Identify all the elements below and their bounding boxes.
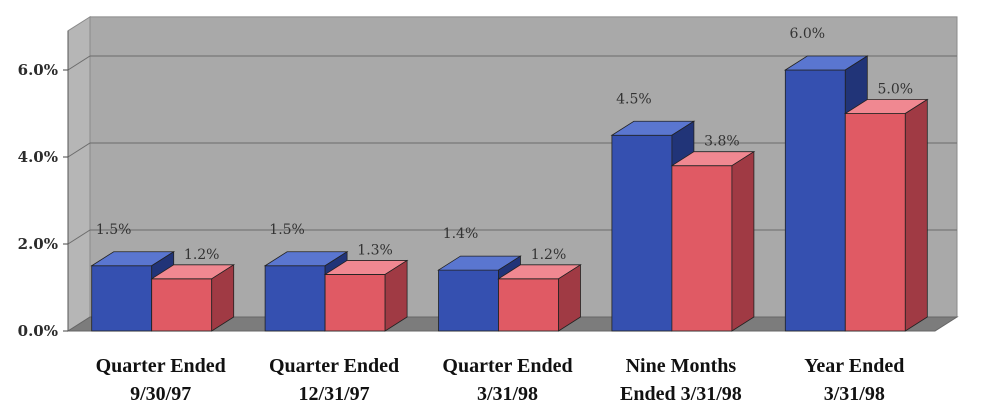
x-tick-label: Year Ended	[804, 355, 904, 377]
y-tick-label: 4.0%	[18, 148, 58, 166]
x-tick-label: 3/31/98	[477, 383, 538, 405]
y-tick-label: 0.0%	[18, 322, 58, 340]
data-label: 1.2%	[531, 247, 567, 263]
data-label: 4.5%	[616, 91, 652, 107]
x-axis: Quarter Ended 9/30/97 Quarter Ended 12/31/9…	[96, 355, 905, 405]
bar-front	[91, 265, 153, 332]
data-label: 3.8%	[704, 134, 740, 150]
x-tick-label: Quarter Ended	[269, 355, 399, 377]
x-tick-label: Nine Months	[626, 355, 737, 377]
data-label: 1.2%	[184, 247, 220, 263]
y-tick-label: 2.0%	[18, 235, 58, 253]
data-label: 1.4%	[443, 226, 479, 242]
data-labels: 1.5% 1.2% 1.5% 1.3% 1.4% 1.2% 4.5% 3.8% 6.0% 5.0%	[96, 26, 913, 263]
x-tick-label: Ended 3/31/98	[620, 383, 742, 405]
bars	[90, 55, 929, 332]
bar-side	[731, 150, 755, 332]
data-label: 1.5%	[269, 222, 305, 238]
bar-front	[151, 278, 213, 332]
bar-front	[498, 278, 559, 332]
x-tick-label: 9/30/97	[130, 383, 191, 405]
bar-side	[211, 264, 235, 332]
data-label: 1.3%	[357, 242, 393, 258]
x-tick-label: 3/31/98	[824, 383, 885, 405]
bar-front	[671, 165, 733, 332]
bar-front	[784, 69, 846, 332]
y-axis: 0.0% 2.0% 4.0% 6.0%	[18, 30, 69, 340]
bar-front	[844, 113, 906, 332]
x-tick-label: Quarter Ended	[96, 355, 226, 377]
x-tick-label: 12/31/97	[299, 383, 370, 405]
x-tick-label: Quarter Ended	[442, 355, 572, 377]
bar-side	[904, 98, 928, 332]
bar-front	[324, 274, 386, 332]
data-label: 1.5%	[96, 222, 132, 238]
bar-side	[384, 259, 408, 332]
bar-front	[264, 265, 326, 332]
bar-front	[438, 269, 499, 332]
y-tick-label: 6.0%	[18, 61, 58, 79]
data-label: 6.0%	[790, 26, 826, 42]
side-wall	[67, 15, 91, 332]
gridline	[67, 55, 957, 71]
bar-front	[611, 134, 673, 332]
bar-side	[558, 264, 581, 332]
data-label: 5.0%	[878, 82, 914, 98]
